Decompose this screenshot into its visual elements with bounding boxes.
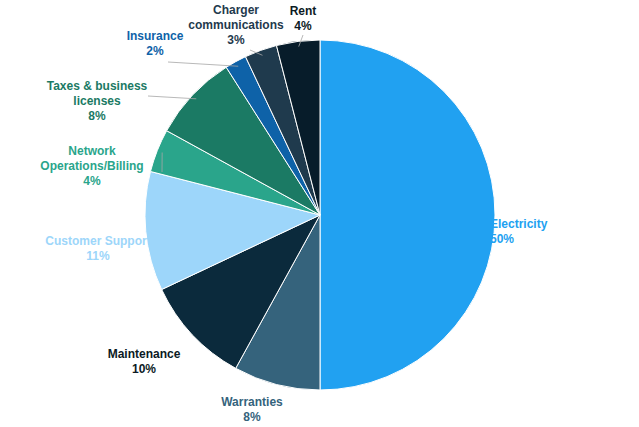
leader-line — [148, 96, 196, 99]
chart-container: Electricity50%Warranties8%Maintenance10%… — [0, 0, 639, 427]
label-line: Operations/Billing — [40, 159, 143, 173]
label-line: Charger — [213, 3, 259, 17]
label-line: Electricity — [490, 217, 548, 231]
label-line: Maintenance — [108, 347, 181, 361]
labels: Electricity50%Warranties8%Maintenance10%… — [40, 3, 547, 424]
slice-label: Maintenance — [108, 347, 181, 361]
label-line: licenses — [73, 94, 121, 108]
slice-value: 2% — [146, 44, 164, 58]
slice-label: Chargercommunications — [188, 3, 284, 32]
slice-value: 4% — [83, 174, 101, 188]
pie-slice — [276, 40, 320, 215]
slice-value: 50% — [490, 232, 514, 246]
slice-label: Rent — [290, 4, 317, 18]
slice-label: Insurance — [127, 29, 184, 43]
chart-svg: Electricity50%Warranties8%Maintenance10%… — [0, 0, 639, 427]
slice-label: Customer Support — [45, 234, 150, 248]
slice-label: NetworkOperations/Billing — [40, 144, 143, 173]
leader-line — [250, 50, 262, 55]
leader-line — [162, 153, 163, 172]
label-line: Insurance — [127, 29, 184, 43]
slice-label: Warranties — [221, 395, 283, 409]
slice-label: Electricity — [490, 217, 548, 231]
leader-line — [168, 62, 238, 66]
label-line: communications — [188, 18, 284, 32]
leader-lines — [148, 35, 303, 172]
slice-value: 8% — [243, 410, 261, 424]
label-line: Warranties — [221, 395, 283, 409]
slice-value: 8% — [88, 109, 106, 123]
slice-value: 4% — [294, 19, 312, 33]
pie-slice — [320, 40, 495, 390]
slice-label: Taxes & businesslicenses — [47, 79, 148, 108]
label-line: Customer Support — [45, 234, 150, 248]
label-line: Rent — [290, 4, 317, 18]
slice-value: 11% — [86, 249, 110, 263]
label-line: Taxes & business — [47, 79, 148, 93]
slice-value: 10% — [132, 362, 156, 376]
leader-line — [299, 35, 303, 47]
slice-value: 3% — [227, 33, 245, 47]
label-line: Network — [68, 144, 116, 158]
slices — [145, 40, 495, 390]
